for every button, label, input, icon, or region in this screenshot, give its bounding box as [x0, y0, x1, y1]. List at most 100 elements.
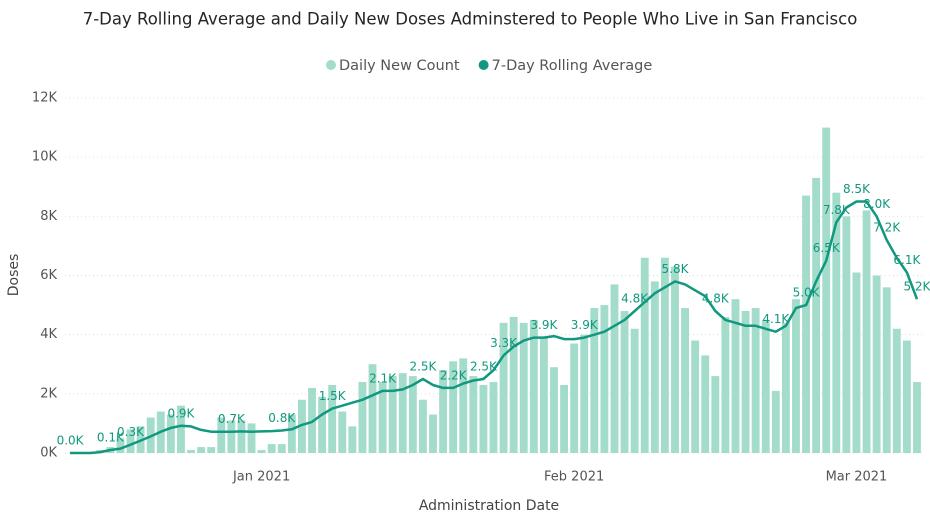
- legend-label: 7-Day Rolling Average: [492, 58, 653, 74]
- bar: [882, 287, 891, 453]
- bar: [570, 343, 579, 453]
- bar: [318, 396, 327, 453]
- bar: [650, 281, 659, 453]
- data-label: 0.7K: [218, 412, 246, 426]
- bar: [277, 444, 286, 453]
- data-label: 2.1K: [369, 371, 397, 385]
- data-label: 0.8K: [268, 411, 296, 425]
- chart-title: 7-Day Rolling Average and Daily New Dose…: [83, 10, 858, 29]
- data-label: 2.5K: [409, 360, 437, 374]
- bar: [842, 216, 851, 453]
- x-tick-label: Feb 2021: [544, 470, 604, 485]
- y-tick-label: 0K: [40, 446, 57, 461]
- bar: [539, 337, 548, 453]
- bar: [812, 177, 821, 453]
- bar: [902, 340, 911, 453]
- legend-label: Daily New Count: [339, 58, 460, 74]
- bar: [741, 311, 750, 453]
- bar: [620, 311, 629, 453]
- bar: [338, 411, 347, 453]
- data-label: 3.3K: [490, 336, 518, 350]
- bar: [792, 299, 800, 453]
- data-label: 8.5K: [843, 182, 871, 196]
- legend-marker: [326, 60, 336, 70]
- bar: [479, 384, 488, 453]
- data-label: 5.8K: [662, 262, 690, 276]
- bar: [247, 423, 256, 453]
- bar: [781, 322, 790, 453]
- bar: [358, 382, 367, 453]
- data-label: 8.0K: [863, 197, 891, 211]
- data-label: 6.5K: [813, 241, 841, 255]
- data-label: 3.9K: [530, 318, 558, 332]
- bar: [449, 361, 458, 453]
- data-label: 7.2K: [873, 221, 901, 235]
- bar: [257, 450, 266, 453]
- bar: [298, 399, 306, 453]
- bar: [197, 447, 206, 453]
- data-label: 7.8K: [823, 203, 851, 217]
- bar: [590, 308, 599, 453]
- bar: [560, 384, 569, 453]
- bar: [600, 305, 609, 453]
- bar: [388, 376, 397, 453]
- bar: [751, 308, 760, 453]
- line: [70, 200, 919, 455]
- x-axis-title: Administration Date: [419, 498, 559, 514]
- bar: [378, 382, 387, 453]
- bar: [640, 257, 649, 453]
- bar: [408, 376, 417, 453]
- y-tick-label: 4K: [40, 327, 57, 342]
- bar: [237, 420, 246, 453]
- bar: [348, 426, 357, 453]
- bar: [610, 284, 619, 453]
- bar: [469, 376, 478, 453]
- bar: [892, 328, 901, 453]
- bar: [459, 358, 468, 453]
- bar: [913, 382, 921, 453]
- bar: [509, 316, 518, 453]
- data-label: 3.9K: [571, 318, 599, 332]
- bar: [126, 429, 135, 453]
- data-label: 4.8K: [702, 292, 730, 306]
- y-tick-label: 8K: [40, 209, 57, 224]
- data-label: 0.0K: [57, 434, 85, 448]
- legend-marker: [478, 60, 489, 70]
- data-label: 6.1K: [893, 253, 921, 267]
- bar: [671, 266, 679, 453]
- bar: [287, 414, 296, 453]
- bar: [429, 414, 437, 453]
- bar: [439, 370, 448, 453]
- bar: [761, 319, 770, 453]
- bar: [701, 355, 710, 453]
- bar: [267, 444, 276, 453]
- y-tick-label: 10K: [32, 150, 58, 165]
- data-label: 2.5K: [470, 360, 498, 374]
- x-tick-label: Jan 2021: [232, 470, 290, 485]
- bar: [368, 364, 377, 453]
- bar: [499, 322, 508, 453]
- bar: [822, 127, 831, 453]
- bar: [862, 210, 871, 453]
- bar: [519, 322, 528, 453]
- bar: [832, 192, 841, 453]
- data-label: 4.8K: [621, 292, 649, 306]
- bar: [802, 195, 810, 453]
- data-label: 1.5K: [319, 389, 347, 403]
- bar: [187, 450, 195, 453]
- data-label: 2.2K: [440, 368, 468, 382]
- data-label: 0.3K: [117, 425, 145, 439]
- bar: [721, 316, 730, 453]
- bar: [630, 328, 639, 453]
- y-tick-label: 2K: [40, 386, 57, 401]
- y-tick-label: 12K: [32, 91, 58, 106]
- data-label: 4.1K: [762, 312, 790, 326]
- bar: [418, 399, 427, 453]
- bar: [116, 438, 125, 453]
- bar: [398, 373, 407, 453]
- bar: [328, 384, 337, 453]
- bar: [580, 334, 589, 453]
- bar: [731, 299, 740, 453]
- bar: [711, 376, 720, 453]
